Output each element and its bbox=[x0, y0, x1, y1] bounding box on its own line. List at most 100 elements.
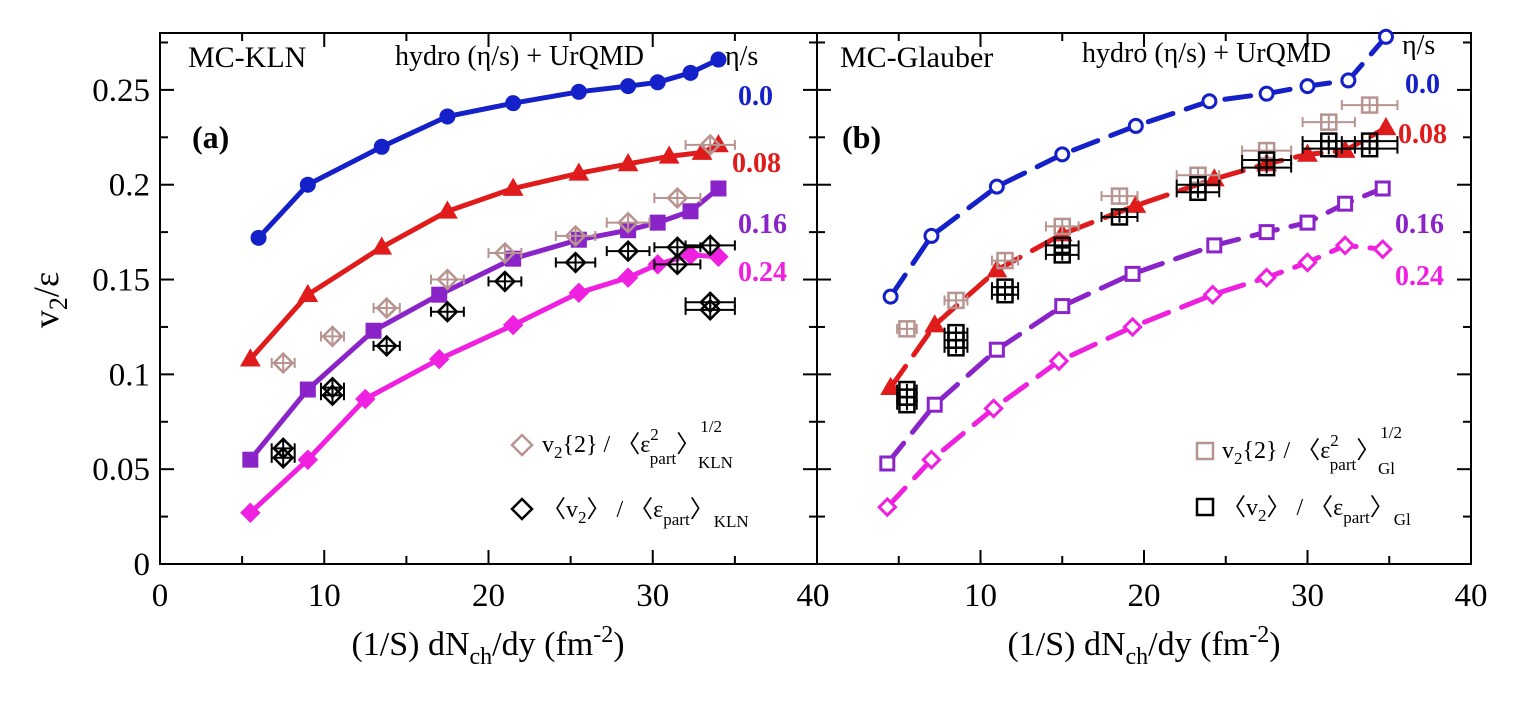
series-line-eta-0.16 bbox=[884, 186, 1386, 466]
x-tick-label: 20 bbox=[472, 578, 505, 614]
data-point-v2_2 bbox=[666, 186, 689, 210]
data-point-v2_mean bbox=[666, 253, 689, 276]
data-point-v2_2 bbox=[272, 351, 295, 375]
data-point-v2_mean bbox=[947, 339, 965, 357]
series-line-eta-0.0 bbox=[888, 34, 1389, 300]
data-point-eta-0.24 bbox=[983, 398, 1004, 419]
data-point-eta-0.0 bbox=[1299, 78, 1316, 95]
data-point-eta-0.24 bbox=[1372, 238, 1393, 260]
data-point-v2_2 bbox=[947, 291, 965, 310]
series-line-eta-0.16 bbox=[247, 186, 721, 463]
legend-marker-v2_mean bbox=[510, 497, 534, 521]
eta-legend-title-a: η/s bbox=[725, 41, 758, 72]
data-point-eta-0.24 bbox=[708, 246, 729, 268]
data-point-v2_mean bbox=[1320, 139, 1338, 158]
data-point-v2_mean bbox=[1360, 139, 1379, 158]
eta-label-0.24: 0.24 bbox=[738, 257, 787, 288]
data-point-v2_mean bbox=[1110, 208, 1129, 226]
data-point-eta-0.16 bbox=[431, 286, 448, 303]
legend-entry-v2-2-a: v2{2} / 〈ε2 part〉1/2 KLN bbox=[542, 417, 733, 472]
data-point-v2_mean bbox=[564, 251, 587, 274]
data-point-eta-0.0 bbox=[505, 95, 522, 112]
series-line-eta-0.08 bbox=[247, 142, 721, 362]
data-point-eta-0.24 bbox=[617, 267, 639, 288]
data-point-eta-0.0 bbox=[1258, 85, 1275, 102]
data-point-eta-0.24 bbox=[1334, 235, 1356, 256]
data-point-eta-0.16 bbox=[365, 322, 382, 339]
data-point-eta-0.24 bbox=[297, 449, 319, 470]
data-point-eta-0.16 bbox=[1258, 224, 1275, 241]
data-point-v2_mean bbox=[493, 270, 517, 293]
data-point-eta-0.0 bbox=[1201, 93, 1218, 110]
eta-label-0.16: 0.16 bbox=[1395, 209, 1444, 240]
series-line-eta-0.0 bbox=[256, 57, 721, 241]
x-axis-label-a: (1/S) dNch/dy (fm-2) bbox=[351, 622, 624, 670]
data-point-eta-0.08 bbox=[617, 153, 639, 172]
data-point-eta-0.16 bbox=[1206, 237, 1223, 254]
data-point-eta-0.08 bbox=[371, 236, 393, 255]
x-tick-label: 0 bbox=[152, 578, 169, 614]
data-point-eta-0.0 bbox=[1127, 117, 1144, 134]
data-point-eta-0.0 bbox=[1054, 146, 1071, 163]
x-tick-label: 30 bbox=[636, 578, 669, 614]
data-point-eta-0.08 bbox=[239, 348, 261, 367]
legend-a: v2{2} / 〈ε2 part〉1/2 KLN 〈v2〉 / 〈εpart〉KLN bbox=[542, 417, 749, 531]
x-tick-label: 0 bbox=[813, 578, 830, 614]
data-point-v2_2 bbox=[375, 296, 398, 320]
data-point-eta-0.24 bbox=[355, 388, 376, 410]
data-point-v2_2 bbox=[493, 241, 517, 265]
data-point-eta-0.0 bbox=[1377, 28, 1394, 45]
eta-label-0.16: 0.16 bbox=[738, 209, 787, 240]
data-point-v2_mean bbox=[666, 236, 689, 259]
y-tick-label: 0.15 bbox=[92, 263, 150, 299]
data-point-eta-0.08 bbox=[502, 177, 524, 196]
x-tick-label: 20 bbox=[1128, 578, 1161, 614]
x-tick-label: 10 bbox=[964, 578, 997, 614]
data-point-eta-0.24 bbox=[877, 496, 898, 518]
data-point-v2_mean bbox=[699, 291, 722, 314]
data-point-eta-0.16 bbox=[1124, 265, 1141, 282]
data-point-eta-0.24 bbox=[1202, 284, 1223, 305]
panel-label-a: (a) bbox=[192, 119, 229, 155]
data-point-eta-0.16 bbox=[1054, 298, 1071, 315]
data-point-eta-0.0 bbox=[439, 108, 456, 125]
series-line-eta-0.24 bbox=[884, 242, 1386, 510]
y-tick-label: 0.2 bbox=[109, 168, 150, 204]
panel-b: 0 10 20 30 40 MC-Glauber hydro (η/s) + UrQMD… bbox=[813, 28, 1488, 614]
data-point-eta-0.24 bbox=[1256, 267, 1277, 288]
data-point-eta-0.24 bbox=[680, 244, 701, 266]
eta-label-0.08: 0.08 bbox=[1398, 119, 1447, 150]
data-point-eta-0.16 bbox=[1337, 195, 1354, 212]
data-point-eta-0.16 bbox=[988, 341, 1005, 358]
legend-entry-v2-mean-a: 〈v2〉 / 〈εpart〉KLN bbox=[542, 497, 749, 531]
data-point-eta-0.08 bbox=[924, 314, 946, 333]
data-point-v2_2 bbox=[1053, 217, 1071, 236]
data-point-eta-0.08 bbox=[297, 283, 319, 303]
y-axis-label: v2/ε bbox=[26, 272, 73, 328]
series-line-eta-0.08 bbox=[888, 125, 1389, 391]
data-point-eta-0.08 bbox=[1375, 116, 1397, 136]
data-point-eta-0.0 bbox=[682, 64, 699, 81]
data-point-eta-0.08 bbox=[1125, 194, 1147, 213]
data-point-eta-0.16 bbox=[242, 451, 259, 468]
data-point-v2_2 bbox=[1110, 187, 1129, 205]
data-point-v2_mean bbox=[272, 446, 295, 469]
data-point-v2_2 bbox=[699, 133, 722, 157]
data-point-eta-0.24 bbox=[1122, 316, 1143, 338]
legend-entry-v2-mean-b: 〈v2〉 / 〈εpart〉Gl bbox=[1222, 495, 1411, 529]
data-point-eta-0.08 bbox=[437, 200, 458, 219]
title-a: hydro (η/s) + UrQMD bbox=[395, 41, 644, 72]
data-point-v2_2 bbox=[1320, 113, 1338, 131]
data-point-eta-0.16 bbox=[1299, 214, 1316, 231]
data-points-a bbox=[270, 133, 736, 521]
data-point-eta-0.0 bbox=[299, 176, 316, 193]
y-tick-label: 0 bbox=[134, 547, 151, 583]
data-point-v2_mean bbox=[996, 285, 1014, 304]
panel-label-b: (b) bbox=[842, 119, 881, 155]
data-point-eta-0.24 bbox=[240, 502, 261, 524]
eta-label-0.0: 0.0 bbox=[738, 81, 773, 112]
series-lines-b bbox=[877, 28, 1397, 518]
data-point-v2_mean bbox=[321, 384, 344, 407]
model-label-a: MC-KLN bbox=[188, 41, 306, 74]
